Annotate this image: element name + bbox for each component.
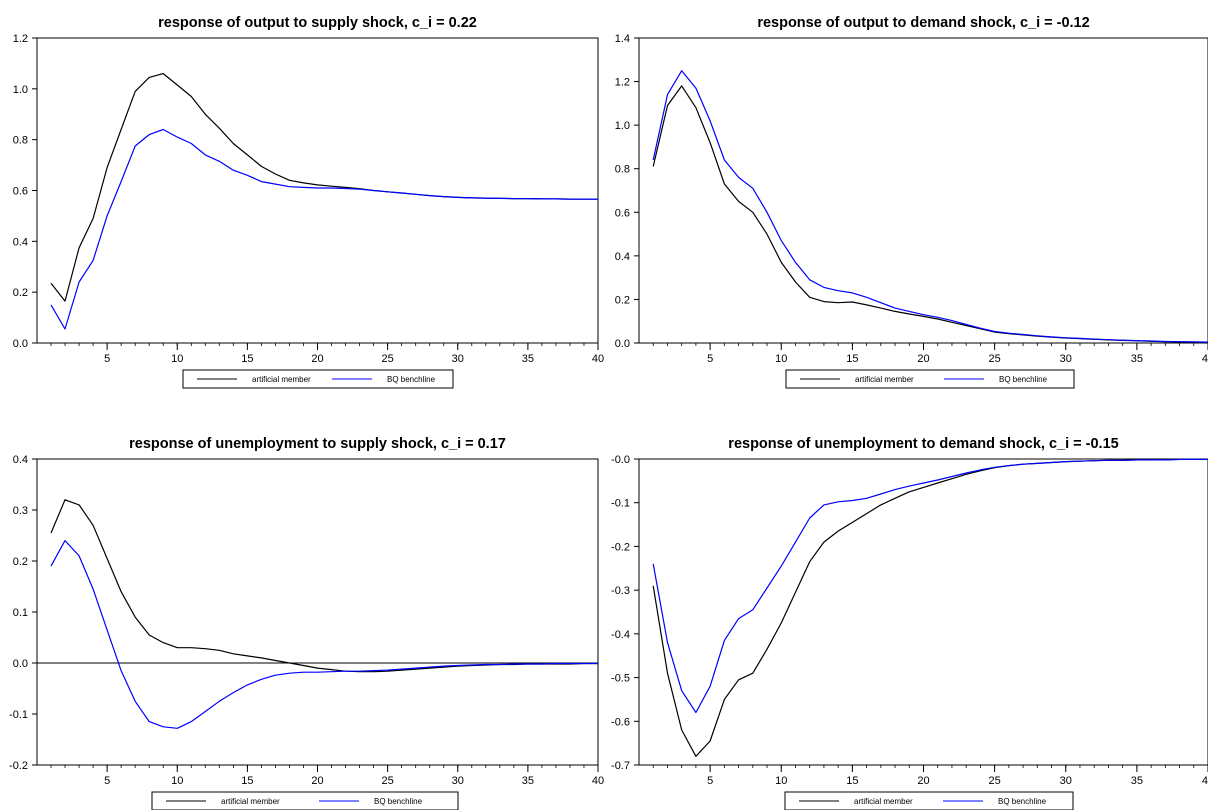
x-tick-label: 35 bbox=[1131, 353, 1143, 365]
x-tick-label: 25 bbox=[382, 353, 394, 365]
y-tick-label: 1.2 bbox=[615, 77, 630, 89]
x-tick-label: 10 bbox=[775, 775, 787, 787]
chart-title: response of output to demand shock, c_i … bbox=[757, 15, 1089, 31]
x-tick-label: 25 bbox=[989, 353, 1001, 365]
y-tick-label: -0.1 bbox=[9, 709, 28, 721]
legend: artificial member BQ benchline bbox=[785, 369, 1075, 389]
plot-frame bbox=[36, 458, 599, 766]
y-tick-label: -0.0 bbox=[611, 454, 630, 466]
y-tick-label: 0.6 bbox=[615, 207, 630, 219]
x-tick-label: 15 bbox=[241, 353, 253, 365]
y-tick-label: -0.6 bbox=[611, 716, 630, 728]
x-tick-label: 10 bbox=[775, 353, 787, 365]
series-line-bq-benchline bbox=[50, 539, 598, 729]
chart-panel-1: response of output to supply shock, c_i … bbox=[13, 15, 604, 389]
chart-title: response of unemployment to demand shock… bbox=[728, 436, 1118, 452]
x-tick-label: 35 bbox=[522, 775, 534, 787]
x-tick-label: 25 bbox=[989, 775, 1001, 787]
y-tick-label: 0.0 bbox=[13, 658, 28, 670]
x-tick-label: 35 bbox=[1131, 775, 1143, 787]
series-line-bq-benchline bbox=[652, 458, 1208, 714]
x-tick-label: 40 bbox=[1202, 353, 1208, 365]
x-tick-label: 20 bbox=[311, 775, 323, 787]
series-line-artificial-member bbox=[50, 499, 598, 673]
legend-box bbox=[784, 791, 1074, 810]
plot-frame bbox=[638, 37, 1208, 344]
y-tick-label: 0.0 bbox=[13, 338, 28, 350]
series-line-artificial-member bbox=[50, 72, 598, 302]
legend-label: BQ benchline bbox=[374, 797, 423, 806]
y-tick-label: -0.3 bbox=[611, 585, 630, 597]
legend-label: artificial member bbox=[855, 375, 914, 384]
series-line-bq-benchline bbox=[652, 70, 1208, 343]
legend-box bbox=[151, 791, 459, 810]
legend: artificial member BQ benchline bbox=[182, 369, 454, 389]
legend: artificial member BQ benchline bbox=[151, 791, 459, 810]
legend-label: artificial member bbox=[221, 797, 280, 806]
x-tick-label: 5 bbox=[104, 353, 110, 365]
chart-panel-3: response of unemployment to supply shock… bbox=[9, 436, 604, 810]
x-tick-label: 25 bbox=[382, 775, 394, 787]
y-tick-label: 0.4 bbox=[13, 454, 28, 466]
y-tick-label: -0.4 bbox=[611, 629, 630, 641]
x-tick-label: 20 bbox=[311, 353, 323, 365]
x-tick-label: 30 bbox=[452, 775, 464, 787]
y-tick-label: -0.2 bbox=[611, 541, 630, 553]
y-tick-label: -0.7 bbox=[611, 760, 630, 772]
y-tick-label: -0.2 bbox=[9, 760, 28, 772]
legend-label: BQ benchline bbox=[387, 375, 436, 384]
x-tick-label: 5 bbox=[707, 775, 713, 787]
y-tick-label: 1.2 bbox=[13, 33, 28, 45]
plot-frame bbox=[638, 458, 1208, 766]
x-tick-label: 30 bbox=[1060, 353, 1072, 365]
x-tick-label: 20 bbox=[917, 353, 929, 365]
chart-title: response of unemployment to supply shock… bbox=[129, 436, 506, 452]
y-tick-label: 0.2 bbox=[13, 556, 28, 568]
series-line-artificial-member bbox=[652, 458, 1208, 757]
y-tick-label: 0.2 bbox=[13, 287, 28, 299]
x-tick-label: 5 bbox=[707, 353, 713, 365]
chart-title: response of output to supply shock, c_i … bbox=[158, 15, 477, 31]
x-tick-label: 15 bbox=[241, 775, 253, 787]
y-tick-label: -0.1 bbox=[611, 498, 630, 510]
chart-panel-2: response of output to demand shock, c_i … bbox=[615, 15, 1208, 389]
y-tick-label: 0.4 bbox=[615, 251, 630, 263]
y-tick-label: 0.4 bbox=[13, 236, 28, 248]
y-tick-label: 0.2 bbox=[615, 294, 630, 306]
plot-frame bbox=[36, 37, 599, 344]
x-tick-label: 10 bbox=[171, 353, 183, 365]
legend-label: BQ benchline bbox=[998, 797, 1047, 806]
series-line-artificial-member bbox=[652, 85, 1208, 343]
series-line-bq-benchline bbox=[50, 128, 598, 330]
y-tick-label: 1.0 bbox=[615, 120, 630, 132]
y-tick-label: 0.0 bbox=[615, 338, 630, 350]
legend-box bbox=[785, 369, 1075, 389]
x-tick-label: 20 bbox=[917, 775, 929, 787]
legend-label: BQ benchline bbox=[999, 375, 1048, 384]
x-tick-label: 30 bbox=[452, 353, 464, 365]
y-tick-label: 0.8 bbox=[13, 135, 28, 147]
x-tick-label: 35 bbox=[522, 353, 534, 365]
legend-box bbox=[182, 369, 454, 389]
legend: artificial member BQ benchline bbox=[784, 791, 1074, 810]
x-tick-label: 40 bbox=[1202, 775, 1208, 787]
y-tick-label: 0.3 bbox=[13, 505, 28, 517]
x-tick-label: 10 bbox=[171, 775, 183, 787]
legend-label: artificial member bbox=[854, 797, 913, 806]
x-tick-label: 15 bbox=[846, 353, 858, 365]
x-tick-label: 40 bbox=[592, 353, 604, 365]
chart-panel-4: response of unemployment to demand shock… bbox=[611, 436, 1208, 810]
x-tick-label: 40 bbox=[592, 775, 604, 787]
y-tick-label: 0.1 bbox=[13, 607, 28, 619]
y-tick-label: 0.8 bbox=[615, 164, 630, 176]
x-tick-label: 5 bbox=[104, 775, 110, 787]
y-tick-label: 0.6 bbox=[13, 186, 28, 198]
y-tick-label: -0.5 bbox=[611, 673, 630, 685]
x-tick-label: 15 bbox=[846, 775, 858, 787]
y-tick-label: 1.0 bbox=[13, 84, 28, 96]
x-tick-label: 30 bbox=[1060, 775, 1072, 787]
y-tick-label: 1.4 bbox=[615, 33, 630, 45]
legend-label: artificial member bbox=[252, 375, 311, 384]
